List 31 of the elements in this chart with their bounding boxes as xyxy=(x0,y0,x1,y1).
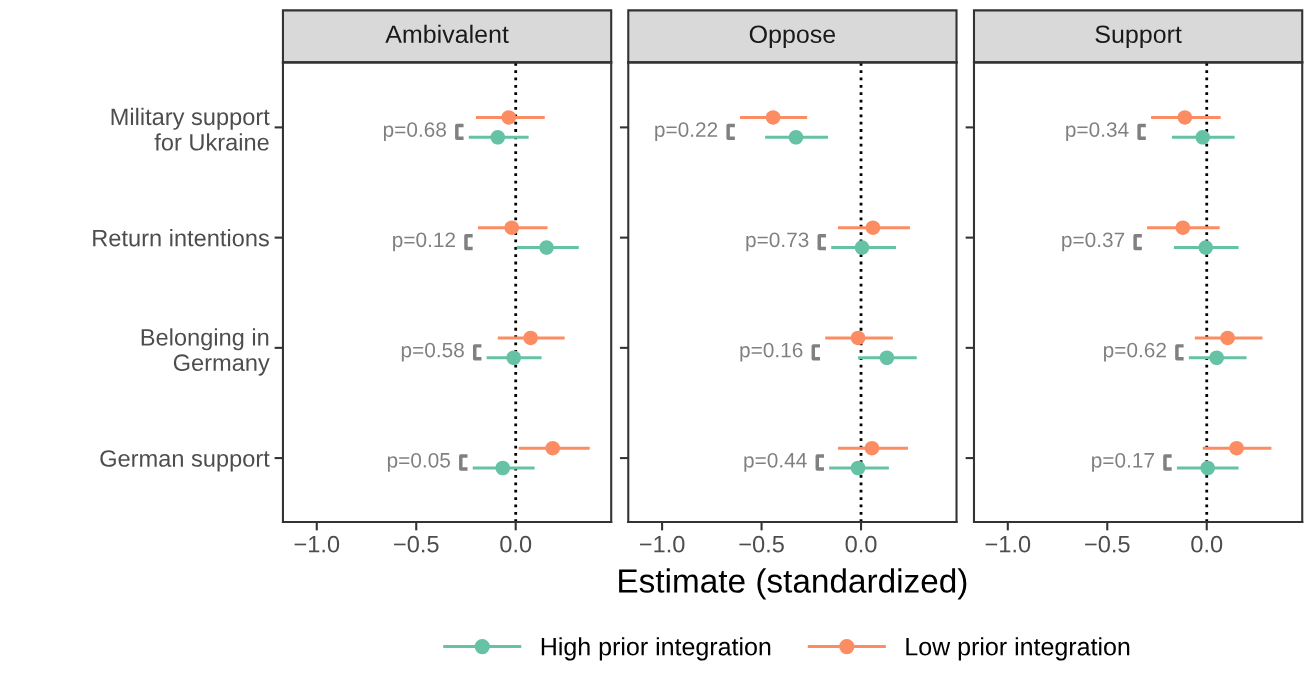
annotation: p=0.37 xyxy=(1062,232,1125,252)
annotation: p=0.68 xyxy=(383,122,446,142)
annotation: p=0.62 xyxy=(1104,342,1166,362)
chart-title: Oppose xyxy=(749,25,836,49)
legend-label: High prior integration xyxy=(541,637,771,661)
x-tick-label: −0.5 xyxy=(1085,535,1130,553)
annotation: p=0.05 xyxy=(387,452,450,472)
annotation: p=0.73 xyxy=(746,232,809,252)
chart-title: Ambivalent xyxy=(385,24,509,44)
annotation: p=0.22 xyxy=(655,122,718,142)
chart-title: Support xyxy=(1095,25,1182,49)
x-tick-label: −1.0 xyxy=(985,535,1031,553)
x-tick-label: −0.5 xyxy=(394,535,439,553)
annotation: p=0.44 xyxy=(744,452,807,472)
annotation: p=0.34 xyxy=(1066,122,1129,142)
y-tick-label: Return intentions xyxy=(93,229,269,247)
x-axis-title: Estimate (standardized) xyxy=(619,568,967,600)
x-tick-label: 0.0 xyxy=(845,535,877,553)
legend-label: Low prior integration xyxy=(906,637,1130,661)
y-tick-label: Belonging in Germany xyxy=(141,328,270,376)
annotation: p=0.58 xyxy=(401,342,464,362)
annotation: p=0.16 xyxy=(740,342,803,362)
annotation: p=0.17 xyxy=(1092,452,1154,472)
x-tick-label: −1.0 xyxy=(639,535,685,553)
annotation: p=0.12 xyxy=(393,232,455,252)
x-tick-label: −0.5 xyxy=(739,535,784,553)
x-tick-label: 0.0 xyxy=(500,535,532,553)
y-tick-label: German support xyxy=(100,450,270,472)
x-tick-label: 0.0 xyxy=(1191,535,1223,553)
x-tick-label: −1.0 xyxy=(294,535,340,553)
y-tick-label: Military support for Ukraine xyxy=(111,107,270,151)
